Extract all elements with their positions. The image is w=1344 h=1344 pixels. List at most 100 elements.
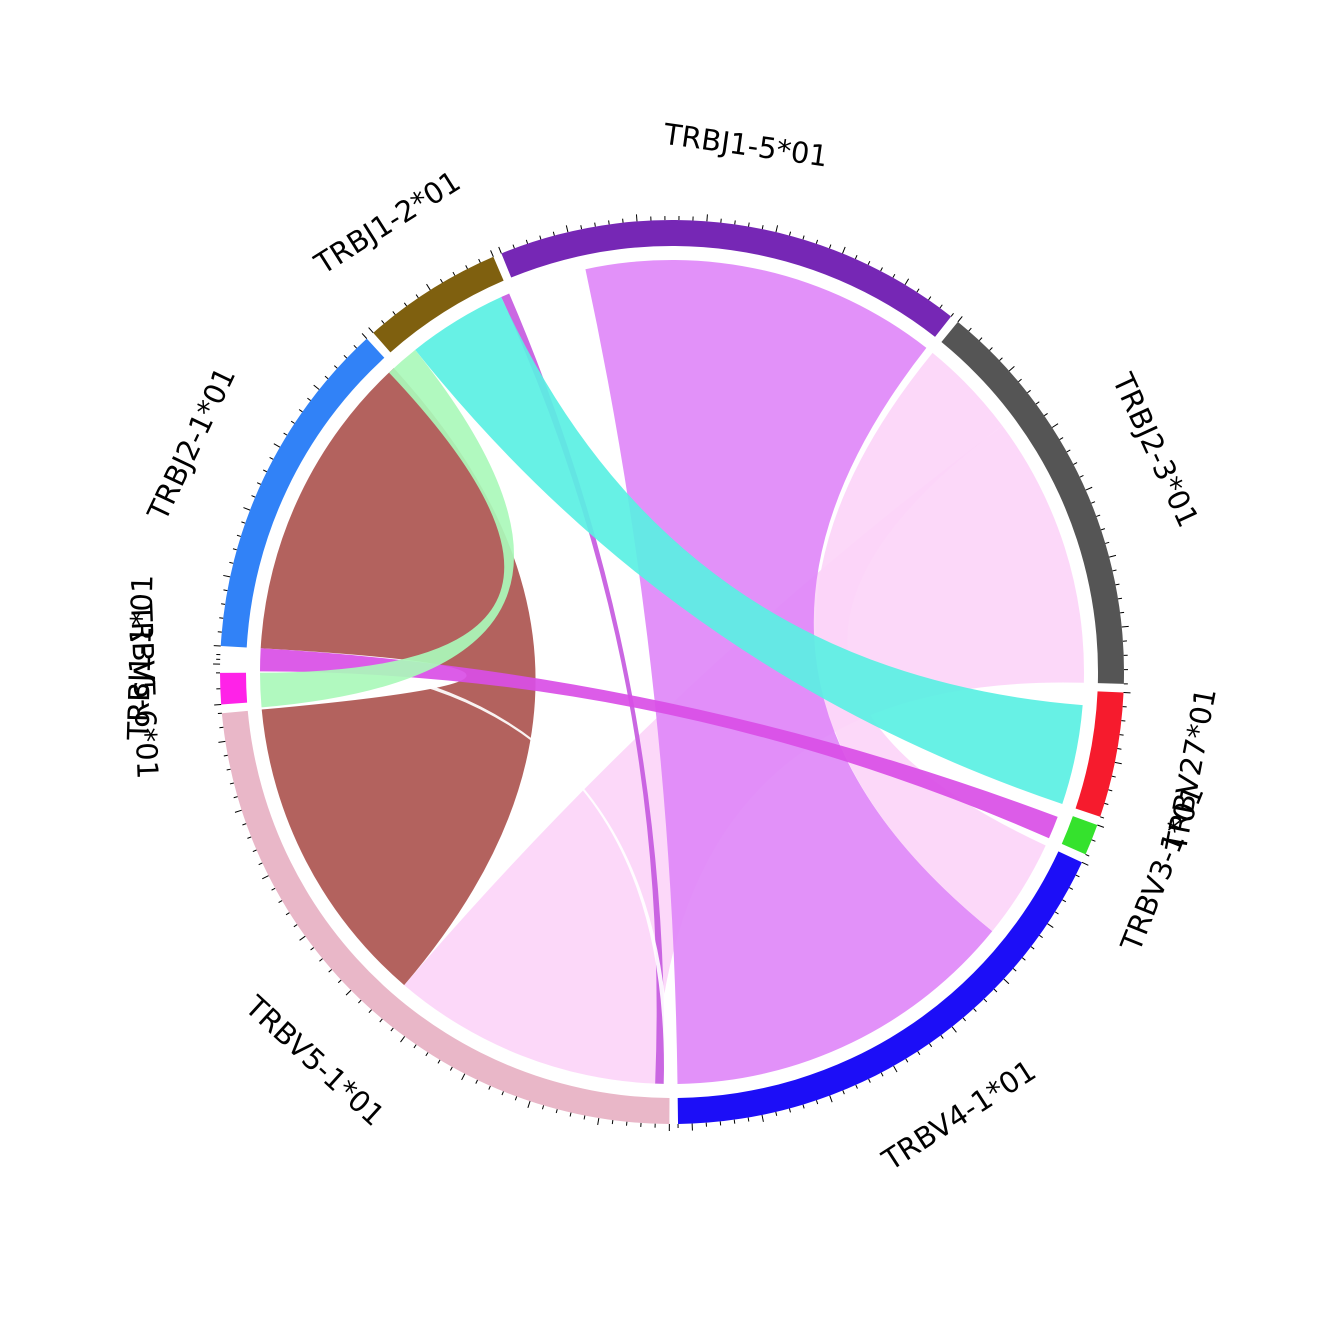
tick-mark: [273, 443, 281, 448]
tick-mark: [1091, 839, 1096, 842]
tick-mark: [950, 312, 954, 317]
tick-mark: [358, 999, 362, 1004]
ribbon-trbv27-01-to-trbj1-2-01: [415, 297, 1083, 804]
tick-mark: [390, 1027, 394, 1032]
tick-mark: [226, 768, 231, 771]
tick-mark: [594, 222, 596, 227]
tick-mark: [929, 1043, 933, 1048]
tick-mark: [452, 271, 456, 276]
tick-mark: [580, 225, 583, 230]
tick-mark: [957, 316, 963, 323]
tick-mark: [478, 258, 481, 263]
tick-mark: [368, 327, 374, 334]
tick-mark: [1008, 365, 1015, 372]
ribbon-trbv5-6-01-to-trbj1-2-01: [260, 349, 515, 708]
tick-mark: [221, 603, 226, 605]
tick-mark: [488, 1085, 491, 1090]
tick-mark: [1119, 734, 1124, 736]
segment-arc-trbv5-1-01: [221, 710, 670, 1124]
tick-mark: [597, 1117, 600, 1126]
tick-mark: [392, 311, 396, 315]
tick-mark: [1111, 775, 1116, 778]
tick-mark: [1100, 816, 1105, 819]
tick-mark: [1114, 761, 1122, 765]
tick-mark: [1051, 423, 1059, 428]
tick-mark: [999, 357, 1003, 361]
segment-arc-trbj2-1-01: [220, 338, 385, 648]
tick-mark: [1085, 486, 1093, 491]
tick-mark: [400, 1036, 406, 1043]
tick-mark: [541, 1105, 545, 1110]
tick-mark: [299, 935, 306, 941]
tick-mark: [1069, 887, 1074, 890]
tick-mark: [989, 347, 993, 351]
tick-mark: [252, 849, 257, 853]
tick-mark: [611, 1120, 614, 1125]
tick-mark: [1100, 528, 1106, 531]
tick-mark: [234, 809, 242, 813]
tick-mark: [565, 225, 569, 233]
tick-mark: [381, 320, 385, 324]
segment-label-trbv5-1-01: TRBV5-1*01: [238, 988, 391, 1132]
tick-mark: [916, 288, 920, 293]
tick-mark: [748, 222, 750, 227]
tick-mark: [539, 235, 542, 240]
tick-mark: [917, 1051, 921, 1056]
tick-mark: [1012, 968, 1017, 972]
tick-mark: [829, 1095, 833, 1103]
tick-mark: [361, 333, 368, 339]
tick-mark: [514, 1096, 518, 1101]
segment-arc-trbj1-1-01: [220, 654, 247, 665]
tick-mark: [868, 1078, 871, 1083]
tick-mark: [413, 1044, 417, 1049]
tick-mark: [734, 220, 736, 225]
tick-mark: [1066, 449, 1071, 453]
tick-mark: [1108, 789, 1113, 792]
tick-mark: [893, 1065, 898, 1073]
segment-label-trbv5-6-01: TRBV5-6*01: [124, 602, 165, 780]
tick-mark: [379, 1018, 383, 1023]
tick-mark: [788, 1108, 791, 1113]
tick-mark: [285, 912, 290, 916]
tick-mark: [501, 1091, 504, 1096]
segment-arc-trbj1-2-01: [373, 256, 504, 353]
tick-mark: [328, 969, 333, 973]
tick-mark: [1039, 934, 1043, 939]
tick-mark: [1085, 853, 1090, 857]
tick-mark: [983, 998, 988, 1003]
tick-mark: [747, 1117, 750, 1122]
tick-mark: [223, 574, 231, 578]
tick-mark: [475, 1079, 478, 1084]
tick-mark: [855, 1084, 858, 1089]
tick-mark: [425, 1052, 429, 1057]
tick-mark: [1054, 911, 1059, 915]
tick-mark: [218, 740, 226, 743]
tick-mark: [733, 1119, 736, 1124]
tick-mark: [1021, 957, 1026, 961]
tick-mark: [236, 534, 241, 537]
tick-mark: [1047, 923, 1054, 929]
ribbon-trbv5-1-01-to-trbj2-1-01: [260, 368, 536, 986]
tick-mark: [829, 244, 832, 249]
tick-mark: [1097, 824, 1105, 828]
tick-mark: [1062, 899, 1067, 903]
segment-label-trbj1-5-01: TRBJ1-5*01: [661, 117, 830, 174]
tick-mark: [251, 495, 256, 498]
tick-mark: [815, 239, 819, 244]
tick-mark: [1035, 401, 1040, 405]
segment-arc-trbv27-01: [1075, 691, 1124, 817]
tick-mark: [232, 548, 237, 551]
tick-mark: [993, 988, 998, 993]
ribbons-layer: [260, 260, 1084, 1084]
tick-mark: [940, 1035, 944, 1039]
tick-mark: [243, 507, 251, 511]
tick-mark: [1104, 802, 1109, 806]
tick-mark: [1117, 597, 1123, 600]
tick-mark: [951, 1026, 957, 1033]
tick-mark: [1109, 554, 1117, 558]
tick-mark: [319, 958, 323, 962]
tick-mark: [775, 1111, 778, 1116]
ribbon-trbv3-1-01-to-trbj2-1-01: [260, 648, 1058, 839]
tick-mark: [867, 260, 871, 265]
tick-mark: [635, 214, 638, 222]
